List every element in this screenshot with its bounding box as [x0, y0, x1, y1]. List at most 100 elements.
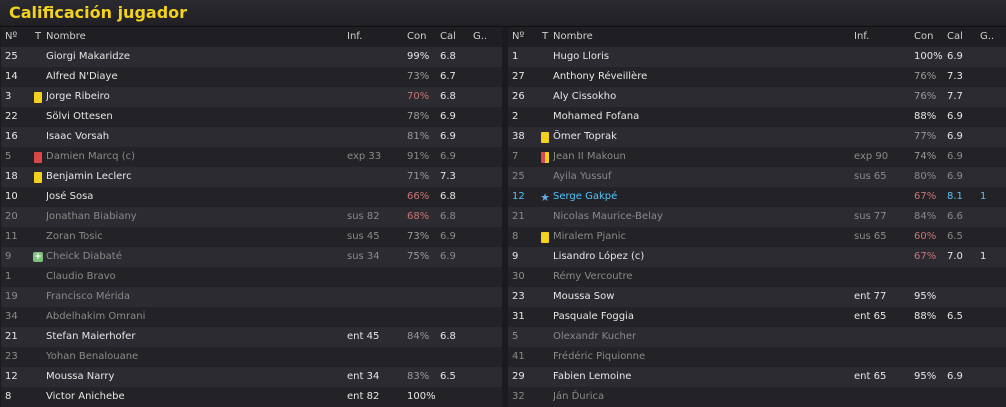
player-row[interactable]: 20 Jonathan Biabiany sus 82 68% 6.8 — [1, 207, 502, 227]
player-condition: 68% — [407, 211, 430, 222]
player-name[interactable]: Damien Marcq (c) — [46, 151, 135, 162]
column-header-con[interactable]: Con — [407, 31, 427, 42]
status-cell — [30, 227, 46, 247]
player-name[interactable]: Lisandro López (c) — [553, 251, 645, 262]
player-name[interactable]: Ayila Yussuf — [553, 171, 612, 182]
player-name[interactable]: Rémy Vercoutre — [553, 271, 633, 282]
player-name[interactable]: Abdelhakim Omrani — [46, 311, 146, 322]
player-row[interactable]: 11 Zoran Tosic sus 45 73% 6.9 — [1, 227, 502, 247]
column-header-goals[interactable]: G.. — [473, 31, 488, 42]
column-header-inf[interactable]: Inf. — [347, 31, 363, 42]
player-row[interactable]: 32 Ján Ďurica — [508, 387, 1006, 407]
player-rating — [947, 287, 980, 307]
player-goals — [473, 67, 502, 87]
player-name[interactable]: Nicolas Maurice-Belay — [553, 211, 663, 222]
player-row[interactable]: 7 Jean II Makoun exp 90 74% 6.9 — [508, 147, 1006, 167]
column-header-number[interactable]: Nº — [512, 31, 525, 42]
player-name[interactable]: Fabien Lemoine — [553, 371, 632, 382]
player-row[interactable]: 38 Ömer Toprak 77% 6.9 — [508, 127, 1006, 147]
column-header-con[interactable]: Con — [914, 31, 934, 42]
player-name[interactable]: Anthony Réveillère — [553, 71, 648, 82]
column-header-goals[interactable]: G.. — [980, 31, 995, 42]
table-header: Nº T Nombre Inf. Con Cal G.. — [508, 27, 1006, 47]
column-header-number[interactable]: Nº — [5, 31, 18, 42]
player-row[interactable]: 3 Jorge Ribeiro 70% 6.8 — [1, 87, 502, 107]
player-row[interactable]: 10 José Sosa 66% 6.8 — [1, 187, 502, 207]
player-name[interactable]: Benjamin Leclerc — [46, 171, 132, 182]
player-name[interactable]: Claudio Bravo — [46, 271, 116, 282]
player-row[interactable]: 31 Pasquale Foggia ent 65 88% 6.5 — [508, 307, 1006, 327]
player-row[interactable]: 21 Nicolas Maurice-Belay sus 77 84% 6.6 — [508, 207, 1006, 227]
player-name[interactable]: Aly Cissokho — [553, 91, 617, 102]
player-row[interactable]: 8 Miralem Pjanic sus 65 60% 6.5 — [508, 227, 1006, 247]
player-row[interactable]: 8 Victor Anichebe ent 82 100% — [1, 387, 502, 407]
column-header-inf[interactable]: Inf. — [854, 31, 870, 42]
column-header-t[interactable]: T — [34, 31, 42, 42]
player-name[interactable]: José Sosa — [46, 191, 94, 202]
player-row[interactable]: 29 Fabien Lemoine ent 65 95% 6.9 — [508, 367, 1006, 387]
player-name[interactable]: Serge Gakpé — [553, 191, 618, 202]
player-name[interactable]: Cheick Diabaté — [46, 251, 122, 262]
player-row[interactable]: 25 Giorgi Makaridze 99% 6.8 — [1, 47, 502, 67]
player-name[interactable]: Moussa Sow — [553, 291, 615, 302]
player-row[interactable]: 22 Sölvi Ottesen 78% 6.9 — [1, 107, 502, 127]
player-row[interactable]: 2 Mohamed Fofana 88% 6.9 — [508, 107, 1006, 127]
player-name[interactable]: Sölvi Ottesen — [46, 111, 113, 122]
player-row[interactable]: 27 Anthony Réveillère 76% 7.3 — [508, 67, 1006, 87]
player-row[interactable]: 9 + Cheick Diabaté sus 34 75% 6.9 — [1, 247, 502, 267]
player-info — [347, 127, 407, 147]
player-name[interactable]: Olexandr Kucher — [553, 331, 637, 342]
player-row[interactable]: 14 Alfred N'Diaye 73% 6.7 — [1, 67, 502, 87]
player-name[interactable]: Francisco Mérida — [46, 291, 131, 302]
player-name[interactable]: Zoran Tosic — [46, 231, 103, 242]
player-name[interactable]: Ján Ďurica — [553, 391, 605, 402]
player-row[interactable]: 26 Aly Cissokho 76% 7.7 — [508, 87, 1006, 107]
player-row[interactable]: 1 Claudio Bravo — [1, 267, 502, 287]
player-name[interactable]: Hugo Lloris — [553, 51, 610, 62]
player-name[interactable]: Giorgi Makaridze — [46, 51, 131, 62]
player-rating: 6.9 — [440, 251, 456, 262]
column-header-name[interactable]: Nombre — [553, 31, 593, 42]
player-row[interactable]: 23 Yohan Benalouane — [1, 347, 502, 367]
player-row[interactable]: 41 Frédéric Piquionne — [508, 347, 1006, 367]
player-row[interactable]: 25 Ayila Yussuf sus 65 80% 6.9 — [508, 167, 1006, 187]
player-condition: 77% — [914, 131, 937, 142]
player-name[interactable]: Frédéric Piquionne — [553, 351, 646, 362]
player-row[interactable]: 18 Benjamin Leclerc 71% 7.3 — [1, 167, 502, 187]
player-name[interactable]: Miralem Pjanic — [553, 231, 627, 242]
player-name[interactable]: Isaac Vorsah — [46, 131, 110, 142]
column-header-cal[interactable]: Cal — [440, 31, 456, 42]
player-name[interactable]: Jorge Ribeiro — [46, 91, 110, 102]
player-row[interactable]: 12 ★ Serge Gakpé 67% 8.1 1 — [508, 187, 1006, 207]
player-name[interactable]: Pasquale Foggia — [553, 311, 634, 322]
player-name[interactable]: Ömer Toprak — [553, 131, 617, 142]
player-name[interactable]: Stefan Maierhofer — [46, 331, 136, 342]
player-name[interactable]: Victor Anichebe — [46, 391, 125, 402]
player-number: 8 — [5, 391, 12, 402]
player-row[interactable]: 21 Stefan Maierhofer ent 45 84% 6.8 — [1, 327, 502, 347]
player-number: 1 — [512, 51, 519, 62]
player-row[interactable]: 23 Moussa Sow ent 77 95% — [508, 287, 1006, 307]
player-name[interactable]: Jean II Makoun — [553, 151, 626, 162]
player-row[interactable]: 1 Hugo Lloris 100% 6.9 — [508, 47, 1006, 67]
player-name[interactable]: Yohan Benalouane — [46, 351, 139, 362]
player-row[interactable]: 9 Lisandro López (c) 67% 7.0 1 — [508, 247, 1006, 267]
player-row[interactable]: 5 Olexandr Kucher — [508, 327, 1006, 347]
player-info: ent 65 — [854, 371, 887, 382]
column-header-t[interactable]: T — [541, 31, 549, 42]
player-info: sus 82 — [347, 211, 380, 222]
player-name[interactable]: Alfred N'Diaye — [46, 71, 118, 82]
player-row[interactable]: 19 Francisco Mérida — [1, 287, 502, 307]
player-name[interactable]: Jonathan Biabiany — [46, 211, 137, 222]
column-header-name[interactable]: Nombre — [46, 31, 86, 42]
player-row[interactable]: 16 Isaac Vorsah 81% 6.9 — [1, 127, 502, 147]
player-row[interactable]: 34 Abdelhakim Omrani — [1, 307, 502, 327]
player-row[interactable]: 12 Moussa Narry ent 34 83% 6.5 — [1, 367, 502, 387]
player-row[interactable]: 30 Rémy Vercoutre — [508, 267, 1006, 287]
player-info — [854, 347, 914, 367]
player-info: sus 34 — [347, 251, 380, 262]
player-name[interactable]: Moussa Narry — [46, 371, 115, 382]
player-row[interactable]: 5 Damien Marcq (c) exp 33 91% 6.9 — [1, 147, 502, 167]
player-name[interactable]: Mohamed Fofana — [553, 111, 640, 122]
column-header-cal[interactable]: Cal — [947, 31, 963, 42]
